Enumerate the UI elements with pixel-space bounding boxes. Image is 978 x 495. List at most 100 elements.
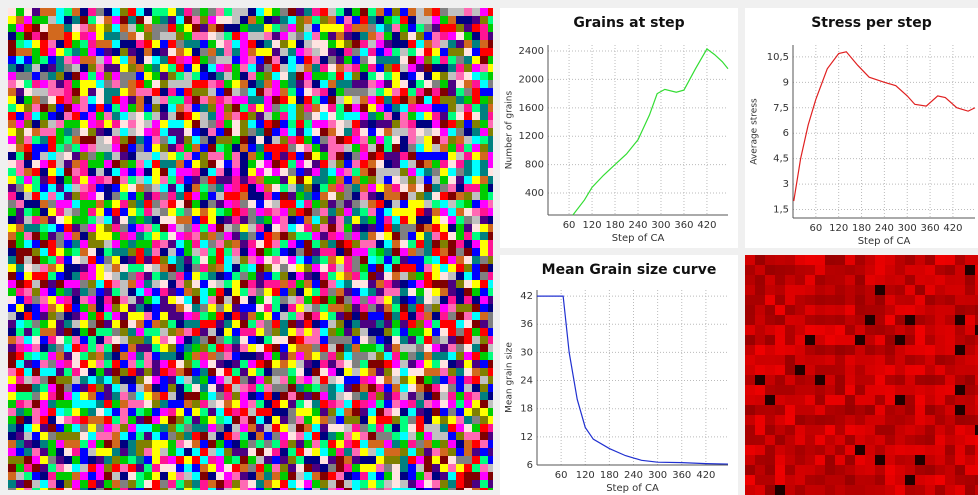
- grain: [136, 456, 144, 464]
- grain: [72, 104, 80, 112]
- grain: [336, 208, 344, 216]
- grain: [184, 264, 192, 272]
- grain: [144, 120, 152, 128]
- grain: [160, 64, 168, 72]
- grain: [200, 200, 208, 208]
- grain: [440, 376, 448, 384]
- grain: [232, 48, 240, 56]
- grain: [80, 400, 88, 408]
- grain: [272, 128, 280, 136]
- grain: [168, 48, 176, 56]
- stress-cell: [745, 295, 755, 305]
- stress-cell: [785, 425, 795, 435]
- stress-cell: [775, 405, 785, 415]
- grain: [384, 312, 392, 320]
- grain: [144, 480, 152, 488]
- grain: [320, 376, 328, 384]
- grain: [144, 368, 152, 376]
- grain: [352, 408, 360, 416]
- grain: [200, 488, 208, 490]
- grain: [464, 240, 472, 248]
- grain: [128, 464, 136, 472]
- grain: [352, 160, 360, 168]
- grain: [168, 24, 176, 32]
- grain: [24, 208, 32, 216]
- grain: [80, 216, 88, 224]
- grain: [64, 424, 72, 432]
- grain: [56, 280, 64, 288]
- grain: [56, 144, 64, 152]
- stress-cell: [845, 305, 855, 315]
- grain: [144, 112, 152, 120]
- grain: [48, 264, 56, 272]
- grain: [96, 320, 104, 328]
- grain: [48, 216, 56, 224]
- stress-cell: [895, 275, 905, 285]
- grain: [280, 96, 288, 104]
- grain: [88, 440, 96, 448]
- grain: [224, 424, 232, 432]
- grain: [456, 264, 464, 272]
- grain: [472, 448, 480, 456]
- grain: [24, 80, 32, 88]
- grain: [184, 400, 192, 408]
- grain: [384, 168, 392, 176]
- grain: [184, 104, 192, 112]
- grain: [8, 136, 16, 144]
- grain: [96, 48, 104, 56]
- grain: [96, 136, 104, 144]
- grain: [128, 160, 136, 168]
- grain: [248, 264, 256, 272]
- grain: [40, 456, 48, 464]
- stress-cell: [825, 305, 835, 315]
- grain: [344, 248, 352, 256]
- grain: [296, 168, 304, 176]
- stress-cell: [885, 305, 895, 315]
- grain: [392, 408, 400, 416]
- stress-cell: [775, 285, 785, 295]
- grain: [368, 184, 376, 192]
- grain: [208, 104, 216, 112]
- grain: [368, 144, 376, 152]
- stress-cell: [955, 355, 965, 365]
- grain: [344, 296, 352, 304]
- grain: [336, 72, 344, 80]
- grain: [216, 416, 224, 424]
- grain: [296, 80, 304, 88]
- grain: [472, 208, 480, 216]
- stress-cell: [905, 315, 915, 325]
- grain: [416, 72, 424, 80]
- stress-cell: [855, 395, 865, 405]
- grain: [384, 248, 392, 256]
- grain: [344, 240, 352, 248]
- stress-cell: [895, 375, 905, 385]
- grain: [120, 464, 128, 472]
- grain: [408, 488, 416, 490]
- stress-cell: [795, 435, 805, 445]
- stress-cell: [745, 265, 755, 275]
- grain: [192, 384, 200, 392]
- grain: [104, 360, 112, 368]
- grain: [80, 32, 88, 40]
- grain: [472, 128, 480, 136]
- grain: [104, 304, 112, 312]
- grain: [256, 312, 264, 320]
- grain: [264, 416, 272, 424]
- grain: [432, 408, 440, 416]
- grain: [208, 240, 216, 248]
- grain: [312, 56, 320, 64]
- grain: [32, 128, 40, 136]
- grain: [104, 88, 112, 96]
- grain: [224, 64, 232, 72]
- x-tick-label: 300: [648, 470, 667, 481]
- grain: [448, 152, 456, 160]
- grain: [464, 216, 472, 224]
- grain: [240, 464, 248, 472]
- stress-cell: [905, 485, 915, 495]
- grain: [32, 272, 40, 280]
- grain: [112, 248, 120, 256]
- stress-cell: [935, 395, 945, 405]
- grain: [8, 488, 16, 490]
- grain: [392, 320, 400, 328]
- grain: [472, 48, 480, 56]
